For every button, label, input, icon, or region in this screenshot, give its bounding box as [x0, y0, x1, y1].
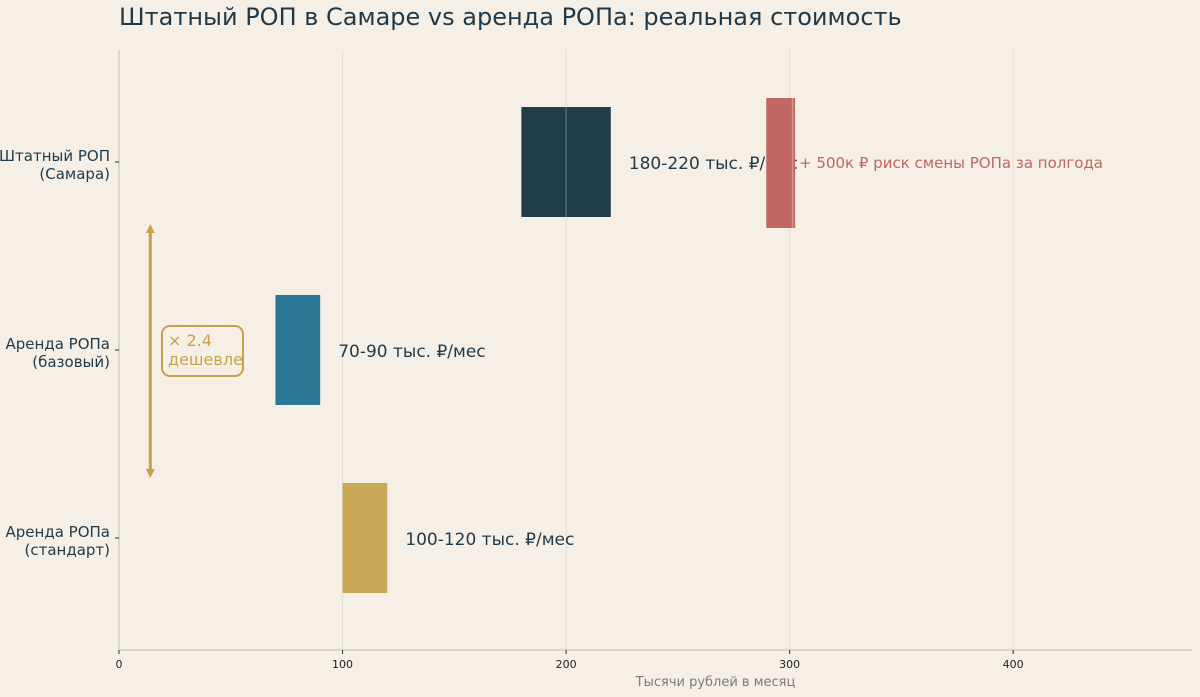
category-label: (Самара)	[39, 165, 110, 183]
comparison-label: × 2.4	[168, 331, 212, 350]
comparison-arrow-head-down	[145, 469, 155, 478]
range-bar	[342, 483, 388, 593]
category-label: Аренда РОПа	[6, 335, 110, 353]
x-tick-label: 300	[779, 658, 800, 671]
bar-value-label: 180-220 тыс. ₽/мес	[629, 154, 798, 174]
comparison-arrow-head-up	[145, 224, 155, 233]
category-label: Аренда РОПа	[6, 523, 110, 541]
category-label: (стандарт)	[24, 541, 110, 559]
chart-title: Штатный РОП в Самаре vs аренда РОПа: реа…	[119, 3, 902, 31]
category-label: (базовый)	[32, 353, 110, 371]
bar-value-label: 100-120 тыс. ₽/мес	[405, 530, 574, 550]
comparison-box	[161, 325, 244, 377]
risk-label: + 500к ₽ риск смены РОПа за полгода	[799, 154, 1103, 172]
x-tick-label: 100	[332, 658, 353, 671]
range-bar	[275, 295, 321, 405]
category-label: Штатный РОП	[0, 147, 110, 165]
x-axis-label: Тысячи рублей в месяц	[635, 675, 796, 690]
bar-value-label: 70-90 тыс. ₽/мес	[338, 342, 485, 362]
x-tick-label: 400	[1003, 658, 1024, 671]
x-tick-label: 200	[556, 658, 577, 671]
risk-bar	[766, 98, 796, 228]
x-tick-label: 0	[116, 658, 123, 671]
comparison-label: дешевле	[168, 350, 243, 369]
